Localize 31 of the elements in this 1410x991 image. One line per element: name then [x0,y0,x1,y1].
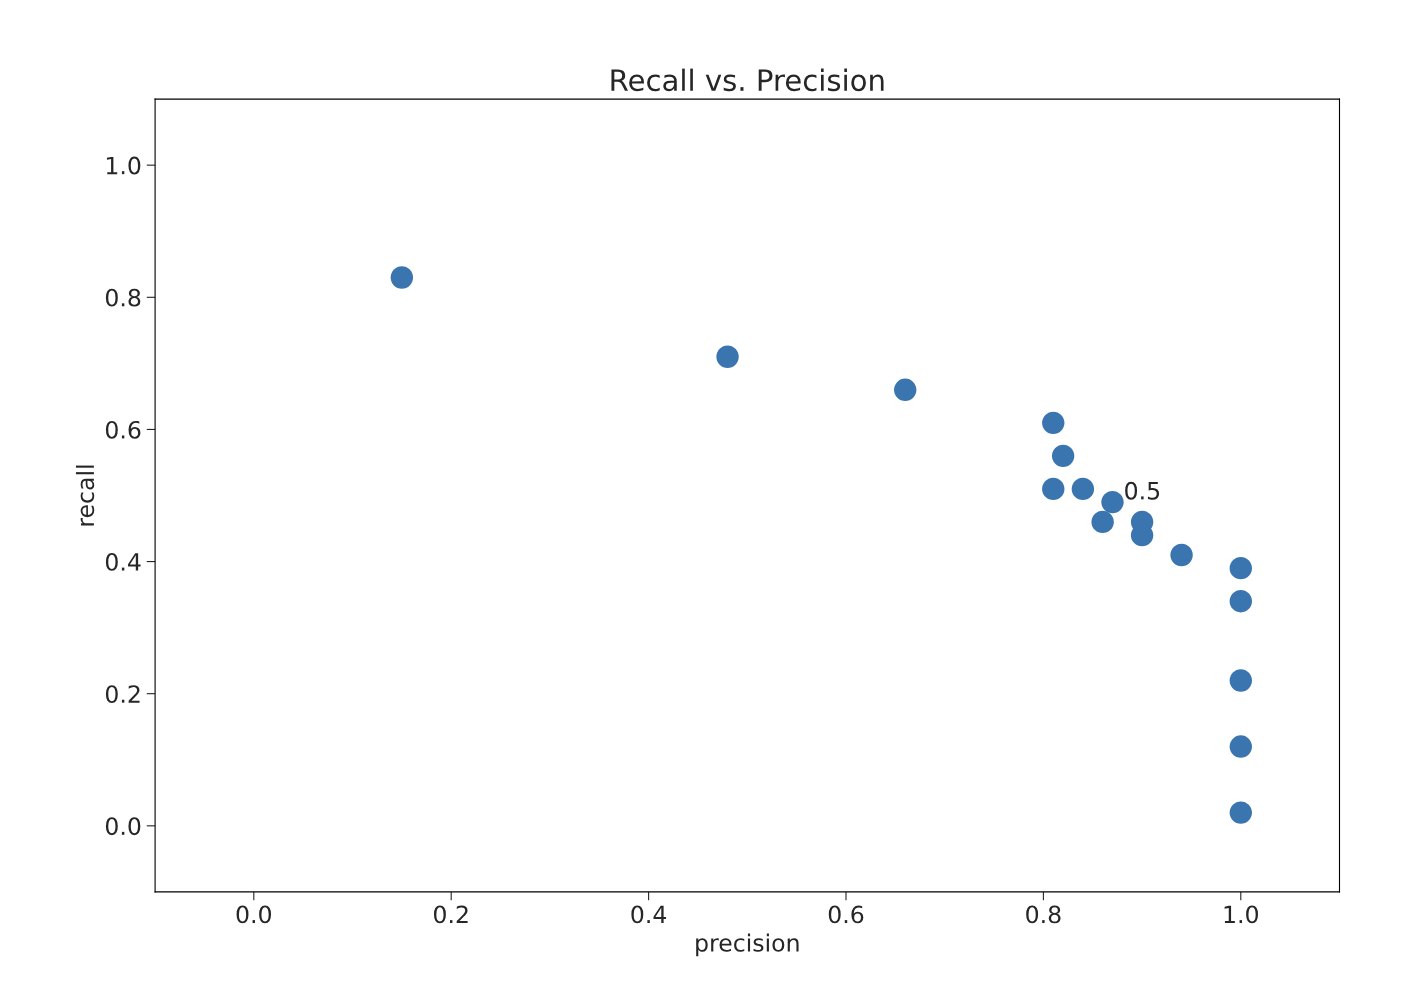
x-axis-title: precision [696,933,799,957]
point [1091,510,1114,534]
point [1229,590,1252,613]
y-tick-label: 0.6 [105,420,141,439]
point [1229,801,1252,824]
x-tick-label: 0.2 [433,905,468,924]
point [1170,543,1193,567]
point [390,266,414,289]
annotation: 0.5 [1125,481,1160,500]
point [1071,477,1095,501]
point [1042,477,1065,501]
y-axis-title: recall [75,465,95,526]
point [1042,411,1065,435]
chart-title: Recall vs. Precision [611,68,884,92]
point [1229,735,1252,758]
point [1229,556,1252,580]
point [1051,444,1075,468]
x-tick-label: 0.8 [1026,905,1061,924]
x-tick-label: 0.0 [236,905,272,924]
y-tick-label: 0.2 [105,685,140,704]
point [716,345,739,368]
point [1229,669,1252,692]
y-tick-label: 0.8 [105,288,141,307]
y-tick-label: 0.4 [105,553,141,571]
x-tick-label: 0.6 [828,905,864,924]
x-tick-label: 0.4 [631,905,667,924]
point [1101,490,1124,514]
y-tick-label: 1.0 [106,156,141,175]
x-tick-label: 1.0 [1224,905,1259,924]
y-tick-label: 0.0 [105,817,141,836]
point [894,378,917,401]
